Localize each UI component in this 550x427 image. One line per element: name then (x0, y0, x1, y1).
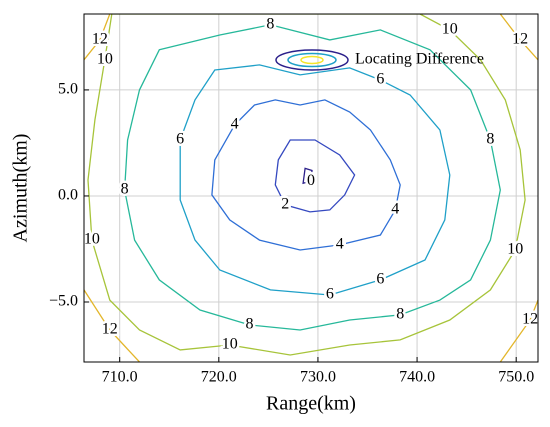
contour-line (179, 64, 451, 296)
contour-label: 8 (266, 15, 274, 32)
contour-label: 6 (376, 71, 384, 88)
contour-label: 10 (222, 336, 238, 353)
x-axis-label: Range(km) (266, 393, 356, 415)
contour-line (274, 139, 356, 213)
contour-label: 10 (442, 21, 458, 38)
contour-label: 0 (307, 172, 315, 189)
contour-label: 10 (97, 50, 113, 67)
y-tick-label: 0.0 (58, 187, 78, 204)
contour-label: 12 (92, 31, 108, 48)
x-tick-label: 720.0 (201, 369, 237, 386)
contour-line (211, 99, 401, 251)
contour-line (302, 167, 313, 185)
contour-line (123, 24, 501, 331)
contour-label: 2 (281, 196, 289, 213)
x-tick-label: 750.0 (498, 369, 534, 386)
contour-line (87, 14, 526, 356)
plot-frame (83, 13, 539, 363)
legend-label: Locating Difference (355, 51, 484, 68)
y-axis-label: Azimuth(km) (10, 134, 32, 243)
contour-label: 4 (391, 201, 399, 218)
x-tick-label: 710.0 (102, 369, 138, 386)
y-tick-label: 5.0 (58, 81, 78, 98)
contours (84, 14, 538, 362)
contour-label: 8 (486, 131, 494, 148)
contour-label: 8 (246, 316, 254, 333)
contour-label: 10 (507, 241, 523, 258)
contour-label: 8 (396, 306, 404, 323)
y-tick-label: −5.0 (49, 293, 78, 310)
legend: Locating Difference (275, 49, 484, 71)
contour-label: 12 (102, 321, 118, 338)
legend-icon (275, 49, 349, 71)
contour-label: 12 (522, 311, 538, 328)
contour-label: 12 (512, 31, 528, 48)
contour-label: 6 (376, 271, 384, 288)
contour-labels: 0 2 4 4 4 6 6 6 6 8 8 8 8 8 10 10 10 10 10 12 12 12 12 (81, 13, 540, 355)
contour-label: 6 (176, 131, 184, 148)
contour-label: 8 (121, 181, 129, 198)
contour-label: 6 (326, 286, 334, 303)
legend-icon (287, 52, 337, 68)
legend-icon (300, 55, 324, 65)
x-tick-label: 730.0 (300, 369, 336, 386)
contour-label: 10 (84, 231, 100, 248)
contour-label: 4 (336, 236, 344, 253)
x-tick-label: 740.0 (399, 369, 435, 386)
contour-label: 4 (231, 116, 239, 133)
contour-line (84, 14, 538, 362)
